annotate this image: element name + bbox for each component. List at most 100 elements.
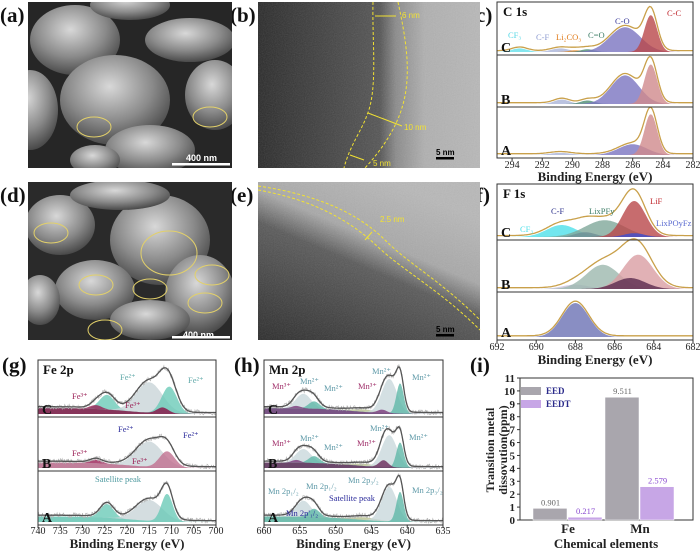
peak-annotation: Li₂CO₃ [556, 32, 581, 42]
peak-annotation: Fe²⁺ [120, 372, 136, 382]
x-tick-label: 692 [490, 342, 505, 353]
peak-annotation: C-F [551, 206, 565, 216]
y-tick-label: 8 [510, 412, 516, 424]
y-tick-label: 9 [510, 399, 516, 411]
envelope-line [264, 366, 443, 414]
spectrum-label: B [268, 457, 277, 472]
envelope-line [497, 5, 693, 52]
scale-bar-e: 5 nm [436, 325, 455, 334]
peak-annotation: LiF [650, 196, 663, 206]
x-tick-label: 700 [209, 526, 224, 537]
raw-data-line [37, 364, 217, 416]
peak-annotation: LixPFy [589, 206, 615, 216]
spectrum-title: Mn 2p [269, 362, 305, 377]
fit-component [38, 386, 216, 414]
panel-label-b: (b) [230, 3, 256, 27]
peak-annotation: Fe²⁺ [188, 375, 204, 385]
plot-frame [496, 183, 694, 341]
peak-annotation: LixPOyFz [656, 218, 692, 228]
spectrum-B: B [497, 238, 693, 293]
scale-bar-b: 5 nm [436, 148, 455, 157]
spectrum-label: A [501, 144, 512, 159]
y-tick-label: 4 [510, 463, 516, 475]
y-axis-label-line: dissovution(ppm) [496, 405, 510, 494]
tem-image-b: 6 nm 10 nm 5 nm 5 nm [258, 1, 480, 169]
spectrum-label: A [42, 511, 53, 526]
peak-annotation: Mn³⁺ [358, 381, 377, 391]
envelope-line [38, 482, 216, 522]
peak-annotation: Fe²⁺ [118, 424, 134, 434]
fit-component [38, 494, 216, 522]
fit-component [497, 264, 693, 289]
panel-label-d: (d) [0, 183, 26, 207]
fit-component [264, 383, 443, 414]
envelope-line [497, 106, 693, 155]
panel-label-a: (a) [0, 3, 25, 27]
spectrum-label: C [501, 41, 511, 56]
fit-component [497, 114, 693, 155]
peak-annotation: Mn³⁺ [272, 381, 291, 391]
peak-annotation: C-F [536, 32, 550, 42]
peak-annotation: Fe³⁺ [132, 456, 148, 466]
peak-annotation: Mn 2p₁/₂ [306, 481, 337, 491]
envelope-line [38, 367, 216, 414]
peak-annotation: C-O [615, 16, 630, 26]
measurement-2-5nm: 2.5 nm [380, 215, 405, 224]
bar-value-label: 0.217 [576, 506, 595, 516]
x-tick-label: 725 [97, 526, 112, 537]
x-tick-label: 690 [529, 342, 544, 353]
x-tick-label: 294 [505, 160, 520, 171]
spectrum-B: B [263, 425, 444, 472]
envelope-line [264, 426, 443, 468]
envelope-line [497, 55, 693, 104]
y-tick-label: 0 [510, 515, 516, 527]
scale-bar-d: 400 nm [183, 330, 214, 340]
y-tick-label: 1 [510, 502, 516, 514]
spectrum-label: B [501, 278, 510, 293]
x-tick-label: 710 [164, 526, 179, 537]
x-axis-label: Binding Energy (eV) [538, 169, 653, 184]
peak-annotation: C-C [667, 8, 682, 18]
envelope-line [497, 300, 693, 337]
fit-component [497, 233, 693, 237]
x-tick-label: 635 [436, 526, 451, 537]
legend-swatch-EED [521, 387, 541, 395]
spectrum-A: A [497, 106, 693, 159]
y-tick-label: 6 [510, 438, 516, 450]
y-tick-label: 2 [510, 489, 516, 501]
fit-component [497, 201, 693, 237]
plot-frame [496, 1, 694, 159]
spectrum-label: A [501, 326, 512, 341]
fit-component [497, 64, 693, 104]
panel-label-e: (e) [230, 183, 253, 207]
x-tick-label: 715 [142, 526, 157, 537]
peak-annotation: Mn²⁺ [412, 372, 431, 382]
fit-component [264, 408, 443, 414]
x-tick-label: 684 [646, 342, 661, 353]
envelope-line [497, 188, 693, 237]
x-tick-label: 640 [400, 526, 415, 537]
x-tick-label: 686 [607, 342, 622, 353]
peak-annotation: CF₃ [520, 224, 533, 234]
x-tick-label: 286 [625, 160, 640, 171]
spectrum-title: Fe 2p [43, 362, 74, 377]
spectrum-label: A [268, 511, 279, 526]
legend-label-EED: EED [546, 386, 565, 396]
bar-EED-Mn [604, 396, 640, 521]
spectrum-label: B [501, 93, 510, 108]
fit-component [497, 48, 693, 52]
x-tick-label: 740 [31, 526, 46, 537]
spectrum-label: C [268, 403, 278, 418]
x-tick-label: 688 [568, 342, 583, 353]
x-tick-label: 284 [655, 160, 670, 171]
scale-bar-a: 400 nm [186, 153, 217, 163]
y-tick-label: 7 [510, 425, 516, 437]
bar-EEDT-Fe [567, 516, 603, 521]
bar-value-label: 9.511 [613, 386, 632, 396]
x-tick-label: 655 [292, 526, 307, 537]
x-axis-label: Binding Energy (eV) [296, 536, 411, 551]
x-tick-label: 682 [686, 342, 700, 353]
panel-label-g: (g) [2, 353, 27, 377]
